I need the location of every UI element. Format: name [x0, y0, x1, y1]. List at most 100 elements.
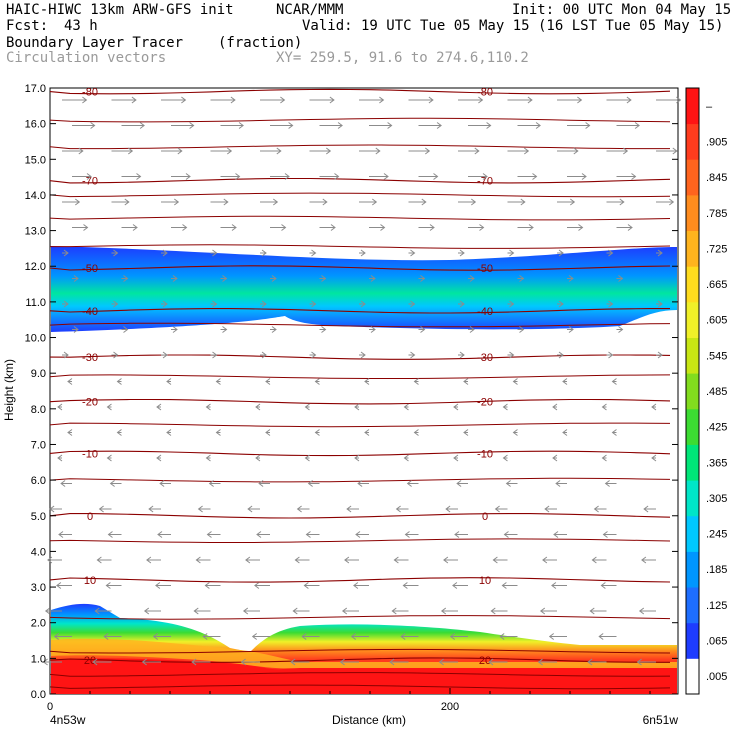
vector-arrow — [606, 198, 625, 206]
vector-arrow — [602, 531, 617, 538]
vector-arrow — [292, 607, 310, 615]
vector-arrow — [402, 582, 419, 589]
vector-arrow — [72, 326, 79, 333]
vector-arrow — [258, 480, 270, 487]
plot-area — [49, 87, 679, 695]
vector-arrow — [601, 454, 607, 462]
colorbar-label: .845 — [706, 172, 727, 184]
colorbar-label: .725 — [706, 243, 727, 255]
forecast-hour: 43 h — [64, 18, 98, 34]
vector-arrow — [121, 326, 129, 333]
vector-arrow — [53, 633, 72, 640]
vector-arrow — [290, 658, 310, 666]
vector-arrow — [393, 556, 409, 564]
vector-arrow — [562, 378, 568, 385]
vector-arrow — [517, 224, 534, 231]
vector-arrow — [103, 633, 122, 640]
colorbar-label: .305 — [706, 493, 727, 505]
vector-arrow — [344, 556, 359, 564]
vector-arrow — [171, 275, 178, 282]
vector-arrow — [544, 505, 557, 513]
vector-arrow — [44, 607, 62, 615]
vector-arrow — [418, 326, 426, 333]
vector-arrow — [270, 326, 277, 333]
vector-arrow — [606, 147, 629, 155]
forecast-label: Fcst: — [6, 18, 49, 34]
vector-arrow — [67, 429, 73, 436]
vector-arrow — [62, 351, 69, 359]
vector-arrow — [507, 300, 515, 308]
contour-line — [49, 88, 671, 95]
vector-arrow — [159, 480, 171, 487]
vector-arrow — [251, 633, 270, 640]
vector-arrow — [369, 122, 393, 129]
vector-arrow — [641, 556, 656, 564]
colorbar-label: .905 — [706, 137, 727, 149]
vector-arrow — [171, 326, 178, 333]
contour-line — [49, 538, 671, 543]
vector-arrow — [456, 480, 468, 487]
vector-arrow — [369, 224, 386, 231]
vector-arrow — [265, 378, 271, 385]
vector-arrow — [600, 582, 617, 589]
vector-arrow — [254, 582, 270, 589]
vector-arrow — [567, 122, 591, 129]
contour-line — [49, 450, 671, 457]
vector-arrow — [488, 658, 508, 666]
vector-arrow — [205, 454, 211, 462]
vector-arrow — [468, 224, 485, 231]
contour-label: -20 — [477, 397, 493, 409]
vector-arrow — [116, 429, 122, 436]
colorbar-label: .785 — [706, 208, 727, 220]
y-tick-label: 15.0 — [25, 154, 46, 166]
x-axis: 0 200 — [47, 688, 651, 713]
vector-arrow — [204, 582, 221, 589]
vector-arrow — [598, 633, 617, 640]
vector-arrow — [215, 429, 221, 436]
vector-arrow — [294, 556, 310, 564]
vector-arrow — [400, 633, 419, 640]
colorbar-label: .005 — [706, 671, 727, 683]
vector-arrow — [567, 224, 584, 231]
contour-line — [50, 244, 671, 249]
vector-arrow — [357, 480, 369, 487]
colorbar-swatch — [686, 88, 699, 125]
vector-arrow — [265, 429, 271, 436]
vector-arrow — [418, 173, 439, 180]
colorbar-swatch — [686, 408, 699, 445]
vector-arrow — [240, 658, 260, 666]
contour-line — [49, 648, 671, 654]
vector-arrow — [210, 96, 236, 104]
vector-arrow — [449, 633, 468, 640]
vector-arrow — [359, 198, 378, 206]
vector-arrow — [443, 556, 458, 564]
contour-line — [49, 657, 670, 663]
vector-arrow — [616, 224, 633, 231]
vector-arrow — [220, 326, 228, 333]
vector-arrow — [501, 582, 518, 589]
vector-arrow — [651, 454, 657, 462]
colorbar-label: .425 — [706, 422, 727, 434]
vector-arrow — [453, 403, 459, 411]
boundary-layer-mid — [51, 638, 677, 669]
vector-arrow — [94, 607, 112, 615]
vector-arrow — [355, 531, 369, 538]
vector-arrow — [193, 607, 211, 615]
vector-arrow — [656, 300, 663, 308]
vector-arrow — [458, 96, 484, 104]
init-time: Init: 00 UTC Mon 04 May 15 — [512, 2, 732, 18]
colorbar-swatch — [686, 123, 699, 160]
vector-arrow — [166, 378, 172, 385]
colorbar-label: .605 — [706, 315, 727, 327]
vector-arrow — [270, 224, 287, 231]
vector-arrow — [314, 378, 320, 385]
y-tick-label: 1.0 — [31, 653, 46, 665]
vector-arrow — [205, 403, 211, 411]
vector-arrow — [359, 249, 366, 257]
vector-arrow — [191, 658, 211, 666]
vector-arrow — [210, 300, 218, 308]
vector-arrow — [220, 122, 244, 129]
vector-arrow — [636, 658, 656, 666]
vector-arrow — [319, 173, 340, 180]
vector-arrow — [656, 198, 675, 206]
